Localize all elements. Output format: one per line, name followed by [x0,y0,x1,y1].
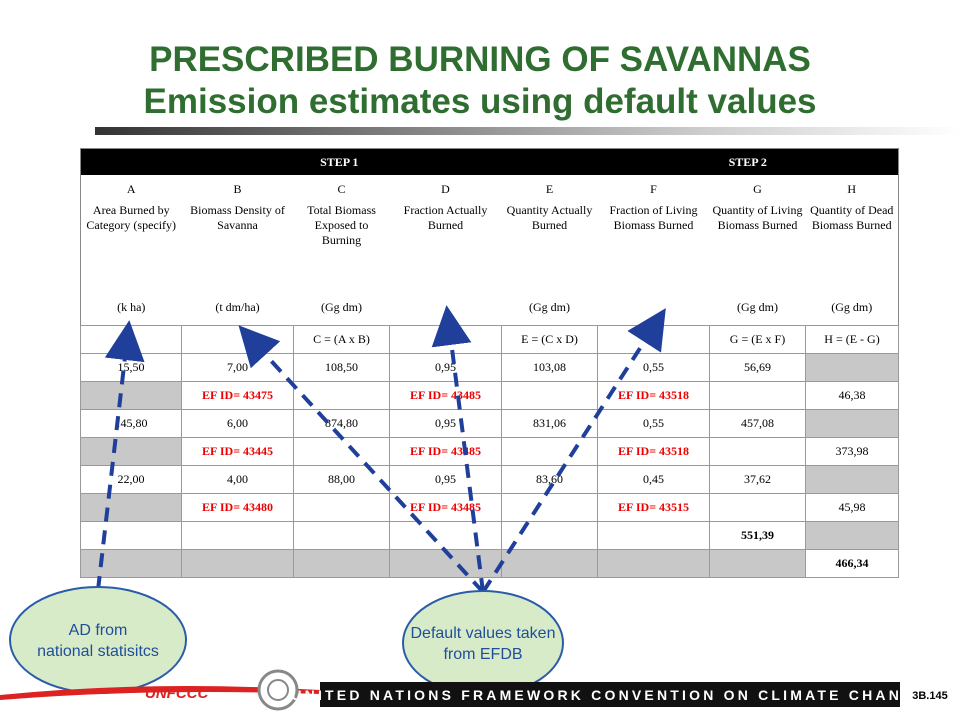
table-cell: 46,38 [805,380,899,410]
arrows [96,305,666,594]
table-cell: 0,55 [597,408,710,438]
footer-swoosh [0,686,320,700]
callout-bubble [9,586,187,694]
table-row: 22,00 4,00 88,00 0,95 83,60 0,45 37,62 [80,464,899,494]
table-cell: B [233,181,242,196]
table-cell: Fraction Actually Burned [403,203,488,232]
table-cell [805,408,899,438]
table-cell: 6,00 [181,408,294,438]
table-cell: Biomass Density of Savanna [190,203,285,232]
table-cell: Quantity of Living Biomass Burned [712,203,803,232]
table-row: (k ha) (t dm/ha) (Gg dm) (Gg dm) (Gg dm) (Gg … [81,290,899,325]
table-cell [501,548,598,578]
table-cell: STEP 1 [80,148,598,175]
table-cell: EF ID= 43518 [597,436,710,466]
table-cell: (t dm/ha) [215,299,260,314]
table-cell: 103,08 [501,352,598,382]
table-cell: 56,69 [709,352,806,382]
table-cell: C = (A x B) [293,324,390,354]
table-cell: H [847,181,857,196]
table-cell: H = (E - G) [805,324,899,354]
table-row: 551,39 [80,520,899,550]
un-emblem [257,669,299,711]
table-cell: (Gg dm) [321,299,362,314]
page-number: 3B.145 [912,690,947,702]
table-cell: 466,34 [805,548,899,578]
table-cell: (k ha) [117,299,146,314]
table-cell [293,548,390,578]
footer-banner-text: UNITED NATIONS FRAMEWORK CONVENTION ON C… [291,687,928,703]
title-rule [95,127,960,135]
table-cell [293,492,390,522]
title-line: Emission estimates using default values [143,82,817,121]
table-cell [805,520,899,550]
table-cell: Quantity Actually Burned [506,203,593,232]
table-cell: 0,95 [389,352,502,382]
table-cell: Area Burned by Category (specify) [86,203,177,232]
table-cell: (Gg dm) [529,299,570,314]
table-cell: G [753,181,762,196]
table-cell: Total Biomass Exposed to Burning [307,203,376,247]
table-cell: E = (C x D) [501,324,598,354]
un-emblem [267,679,289,701]
table-row: 466,34 [80,548,899,578]
table-cell: 4,00 [181,464,294,494]
table-cell [80,548,182,578]
table-cell: C [337,181,346,196]
table-cell [80,380,182,410]
table-cell: Fraction of Living Biomass Burned [609,203,698,232]
table-cell [805,464,899,494]
callout-text: AD from national statisitcs [37,622,159,660]
table-cell: 0,55 [597,352,710,382]
callout-text: Default values taken from EFDB [411,625,556,663]
table-cell: 0,95 [389,408,502,438]
table-cell [389,548,502,578]
table-cell: A [126,181,136,196]
table-cell [293,520,390,550]
table-cell: 45,98 [805,492,899,522]
table-row: A B C D E F G H [81,175,899,203]
table-cell: STEP 2 [597,148,899,175]
table-cell [805,352,899,382]
table-cell: 37,62 [709,464,806,494]
callout-bubble [402,590,564,696]
emission-table: STEP 1 STEP 2 A B C D E F G H Area Burned by Categ… [80,148,899,578]
table-row: 15,50 7,00 108,50 0,95 103,08 0,55 56,69 [80,352,899,382]
title-line: PRESCRIBED BURNING OF SAVANNAS [149,40,811,79]
table-cell [80,492,182,522]
table-cell: Quantity of Dead Biomass Burned [810,203,894,232]
table-cell: E [545,181,554,196]
table-cell: G = (E x F) [709,324,806,354]
table-cell [597,548,710,578]
table-cell [709,492,806,522]
table-cell: F [650,181,657,196]
table-row: STEP 1 STEP 2 [80,148,899,175]
table-cell: EF ID= 43485 [389,380,502,410]
table-cell: 457,08 [709,408,806,438]
table-cell: 551,39 [709,520,806,550]
table-cell: EF ID= 43480 [181,492,294,522]
table-row: EF ID= 43480 EF ID= 43485 EF ID= 43515 45,9… [80,492,899,522]
table-cell: EF ID= 43445 [181,436,294,466]
table-row: 145,80 6,00 874,80 0,95 831,06 0,55 457,08 [80,408,899,438]
table-cell [80,520,182,550]
table-cell: EF ID= 43475 [181,380,294,410]
footer-logo: UNFCCC [145,685,209,702]
table-row: EF ID= 43445 EF ID= 43485 EF ID= 43518 373,… [80,436,899,466]
table-cell: 0,95 [389,464,502,494]
table-cell: (Gg dm) [831,299,873,314]
table-cell: D [441,181,450,196]
table-cell: (Gg dm) [737,299,778,314]
table-cell: 145,80 [80,408,182,438]
table-cell [80,436,182,466]
footer-banner [320,682,900,707]
table-row: Area Burned by Category (specify) Biomass… [81,203,899,290]
table-cell: 373,98 [805,436,899,466]
table-cell [709,548,806,578]
